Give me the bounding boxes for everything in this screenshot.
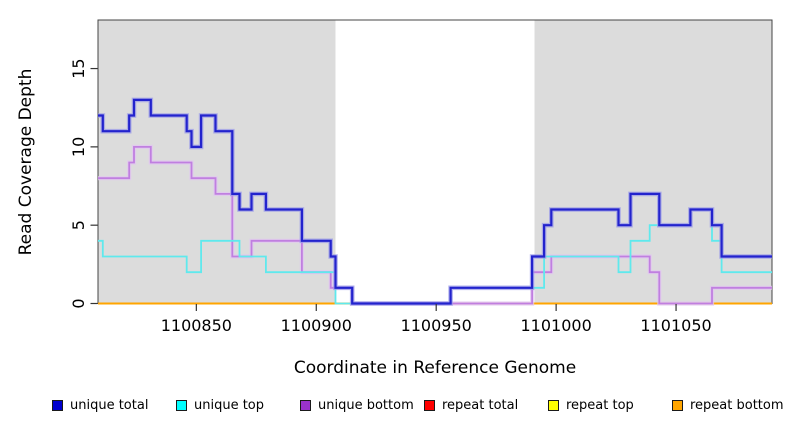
y-tick-label: 15	[69, 58, 88, 78]
chart-legend: unique total unique top unique bottom repea…	[0, 396, 792, 420]
x-tick-label: 1100850	[161, 316, 232, 335]
legend-swatch-icon	[672, 399, 683, 411]
legend-label: repeat top	[566, 397, 634, 413]
x-tick-label: 1100900	[281, 316, 352, 335]
legend-label: unique top	[194, 397, 265, 413]
legend-swatch-icon	[424, 399, 435, 411]
legend-item-repeat-bottom: repeat bottom	[672, 396, 784, 414]
legend-swatch-icon	[548, 399, 559, 411]
x-axis: 1100850 1100900 1100950 1101000 1101050	[161, 304, 712, 335]
y-axis: 0 5 10 15	[69, 58, 98, 309]
series-line-unique-total	[98, 98, 772, 305]
legend-swatch-icon	[52, 399, 63, 411]
legend-label: repeat bottom	[690, 397, 784, 413]
legend-item-unique-bottom: unique bottom	[300, 396, 414, 414]
shaded-regions	[98, 20, 772, 304]
legend-item-repeat-top: repeat top	[548, 396, 634, 414]
unique-region-right-shade	[534, 20, 772, 304]
series-line-unique-bottom	[98, 146, 772, 305]
y-tick-label: 10	[69, 137, 88, 157]
y-tick-label: 5	[69, 220, 88, 230]
legend-item-unique-top: unique top	[176, 396, 264, 414]
y-axis-title: Read Coverage Depth	[16, 69, 36, 256]
legend-label: repeat total	[442, 397, 519, 413]
legend-swatch-icon	[176, 399, 187, 411]
legend-swatch-icon	[300, 399, 311, 411]
legend-label: unique bottom	[318, 397, 414, 413]
series-lines	[98, 97, 772, 306]
x-tick-label: 1101050	[640, 316, 711, 335]
x-axis-title: Coordinate in Reference Genome	[294, 358, 576, 378]
x-tick-label: 1100950	[401, 316, 472, 335]
legend-label: unique total	[70, 397, 149, 413]
legend-item-unique-total: unique total	[52, 396, 148, 414]
x-tick-label: 1101000	[520, 316, 591, 335]
legend-item-repeat-total: repeat total	[424, 396, 518, 414]
y-tick-label: 0	[69, 298, 88, 308]
